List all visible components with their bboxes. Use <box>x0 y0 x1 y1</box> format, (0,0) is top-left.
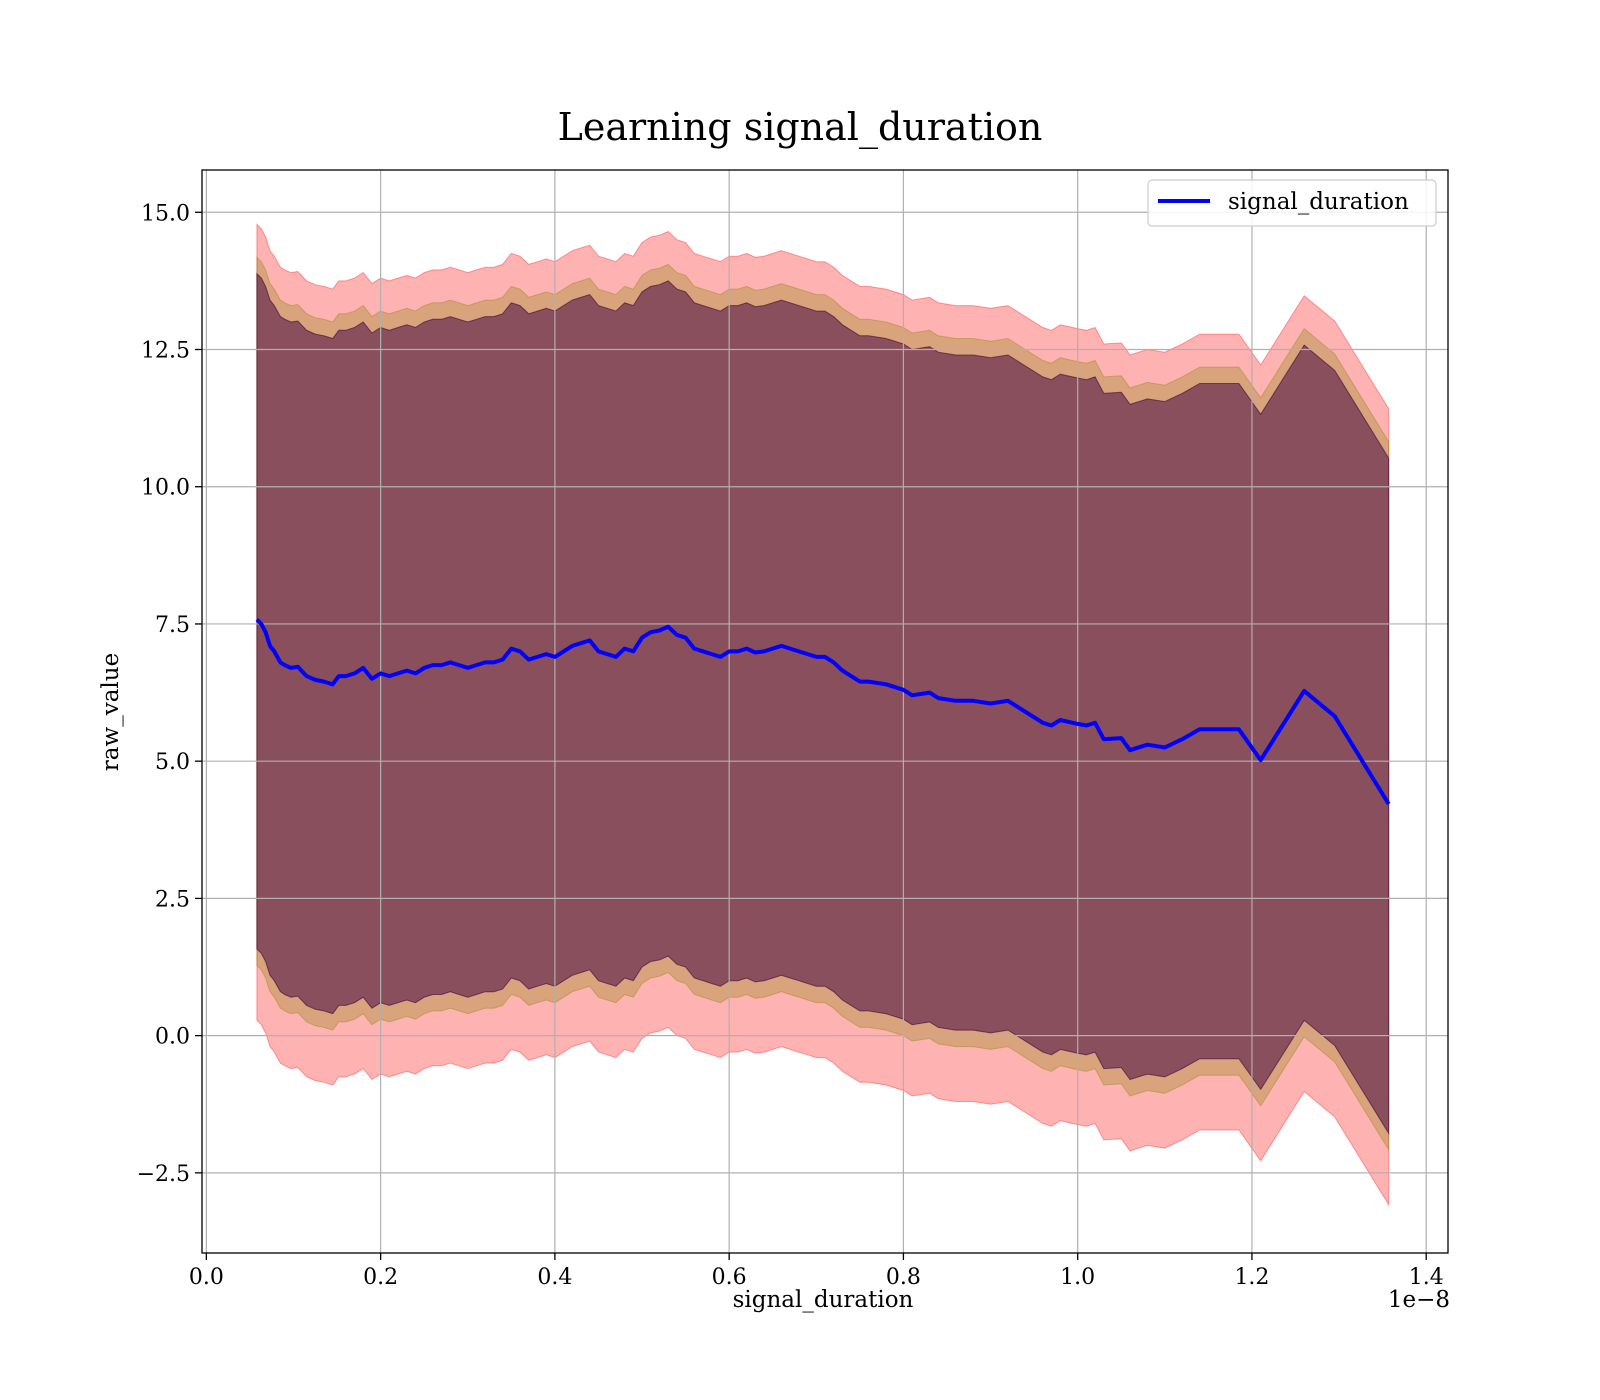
plot-area <box>201 169 1449 1254</box>
y-tick-label-0: −2.5 <box>137 1162 190 1187</box>
y-tick-label-1: 0.0 <box>155 1025 190 1050</box>
confidence-band-0 <box>256 223 1390 1207</box>
x-axis-offset-text: 1e−8 <box>1388 1287 1450 1313</box>
legend: signal_duration <box>1147 179 1437 227</box>
y-tick-label-5: 10.0 <box>141 476 190 501</box>
x-tick-label-2: 0.4 <box>537 1265 572 1290</box>
x-tick-label-4: 0.8 <box>886 1265 921 1290</box>
confidence-band-2 <box>256 272 1390 1136</box>
y-tick-label-2: 2.5 <box>155 887 190 912</box>
confidence-band-3 <box>256 272 1390 1136</box>
x-axis-label: signal_duration <box>733 1287 914 1313</box>
series-line-signal-duration <box>255 618 1391 806</box>
chart-title: Learning signal_duration <box>558 105 1043 150</box>
confidence-band-1 <box>256 256 1390 1152</box>
y-tick-label-6: 12.5 <box>141 338 190 363</box>
x-tick-label-3: 0.6 <box>712 1265 747 1290</box>
x-tick-label-7: 1.4 <box>1409 1265 1444 1290</box>
legend-box <box>1147 179 1437 227</box>
confidence-bands <box>256 223 1390 1207</box>
y-axis-ticks: −2.5 0.0 2.5 5.0 7.5 10.0 12.5 15.0 <box>137 201 202 1187</box>
x-tick-label-5: 1.0 <box>1060 1265 1095 1290</box>
x-tick-label-0: 0.0 <box>189 1265 224 1290</box>
x-tick-label-1: 0.2 <box>363 1265 398 1290</box>
y-axis-label: raw_value <box>98 653 124 771</box>
x-axis-ticks: 0.0 0.2 0.4 0.6 0.8 1.0 1.2 1.4 <box>189 1253 1444 1290</box>
legend-label-signal-duration: signal_duration <box>1228 189 1409 215</box>
y-tick-label-4: 7.5 <box>155 613 190 638</box>
plot-frame <box>201 169 1449 1254</box>
y-tick-label-3: 5.0 <box>155 750 190 775</box>
x-tick-label-6: 1.2 <box>1234 1265 1269 1290</box>
y-tick-label-7: 15.0 <box>141 201 190 226</box>
grid <box>202 170 1448 1253</box>
